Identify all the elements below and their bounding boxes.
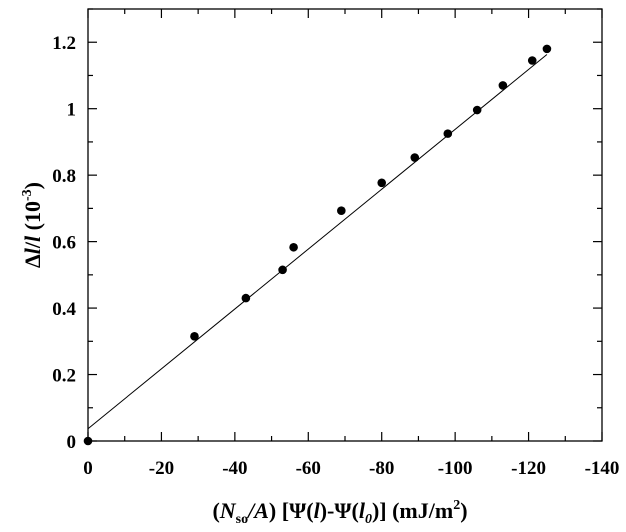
y-title-paren-close: ) (20, 182, 45, 189)
x-tick-label: -140 (585, 458, 620, 479)
x-tick-label: -100 (438, 458, 473, 479)
y-tick-label: 0.8 (52, 166, 76, 187)
data-point (278, 265, 287, 275)
y-tick-label: 1 (67, 100, 77, 121)
y-axis-title: Δl/l (10-3) (20, 182, 45, 268)
data-point (289, 242, 298, 252)
x-title-so: so (236, 512, 248, 527)
y-tick-label: 0.4 (52, 299, 76, 320)
y-title-slash: / (20, 241, 45, 249)
x-title-p2: ) (269, 498, 282, 523)
y-tick-label: 0.2 (52, 366, 76, 387)
y-title-l2: l (20, 235, 45, 242)
x-title-slash-a: /A (246, 498, 269, 523)
fit-line (87, 54, 548, 430)
y-tick-label: 0 (67, 432, 77, 453)
x-tick-label: -20 (149, 458, 174, 479)
y-tick-labels: 0 0.2 0.4 0.6 0.8 1 1.2 (52, 33, 76, 453)
x-title-zero: 0 (365, 512, 372, 527)
x-tick-label: -120 (511, 458, 546, 479)
data-point (83, 436, 93, 446)
x-tick-label: -40 (222, 458, 247, 479)
data-point (241, 293, 251, 303)
data-point (190, 332, 199, 341)
x-title-psi-open: [Ψ( (282, 498, 314, 523)
x-tick-labels: 0 -20 -40 -60 -80 -100 -120 -140 (83, 458, 619, 479)
ticks (87, 8, 603, 442)
y-tick-label: 1.2 (52, 33, 76, 54)
x-title-units: (mJ/m (387, 498, 454, 523)
x-tick-label: -80 (369, 458, 394, 479)
y-title-delta: Δ (20, 254, 45, 268)
data-point (472, 105, 482, 115)
y-title-paren: (10 (20, 201, 45, 236)
x-title-mid: )-Ψ( (320, 498, 359, 523)
y-tick-label: 0.6 (52, 233, 76, 254)
data-point (527, 56, 537, 65)
x-tick-label: 0 (83, 458, 93, 479)
x-axis-title: (Nso/A) [Ψ(l)-Ψ(l0)] (mJ/m2) (212, 498, 467, 527)
x-title-l0: l (359, 498, 366, 523)
plot-frame (87, 8, 603, 442)
data-point (377, 178, 387, 188)
x-title-units-close: ) (460, 498, 467, 523)
x-tick-label: -60 (296, 458, 321, 479)
x-title-n: N (219, 498, 237, 523)
data-point (542, 44, 552, 54)
data-point (337, 206, 346, 216)
y-title-exp: -3 (20, 189, 35, 201)
data-point (443, 129, 453, 138)
data-point (410, 153, 420, 162)
x-title-sq: 2 (453, 498, 460, 513)
x-title-l: l (314, 498, 321, 523)
data-point (498, 81, 508, 90)
x-title-close: )] (372, 498, 387, 523)
y-title-l1: l (20, 247, 45, 254)
x-title-p1: ( (212, 498, 219, 523)
data-points (83, 44, 552, 446)
